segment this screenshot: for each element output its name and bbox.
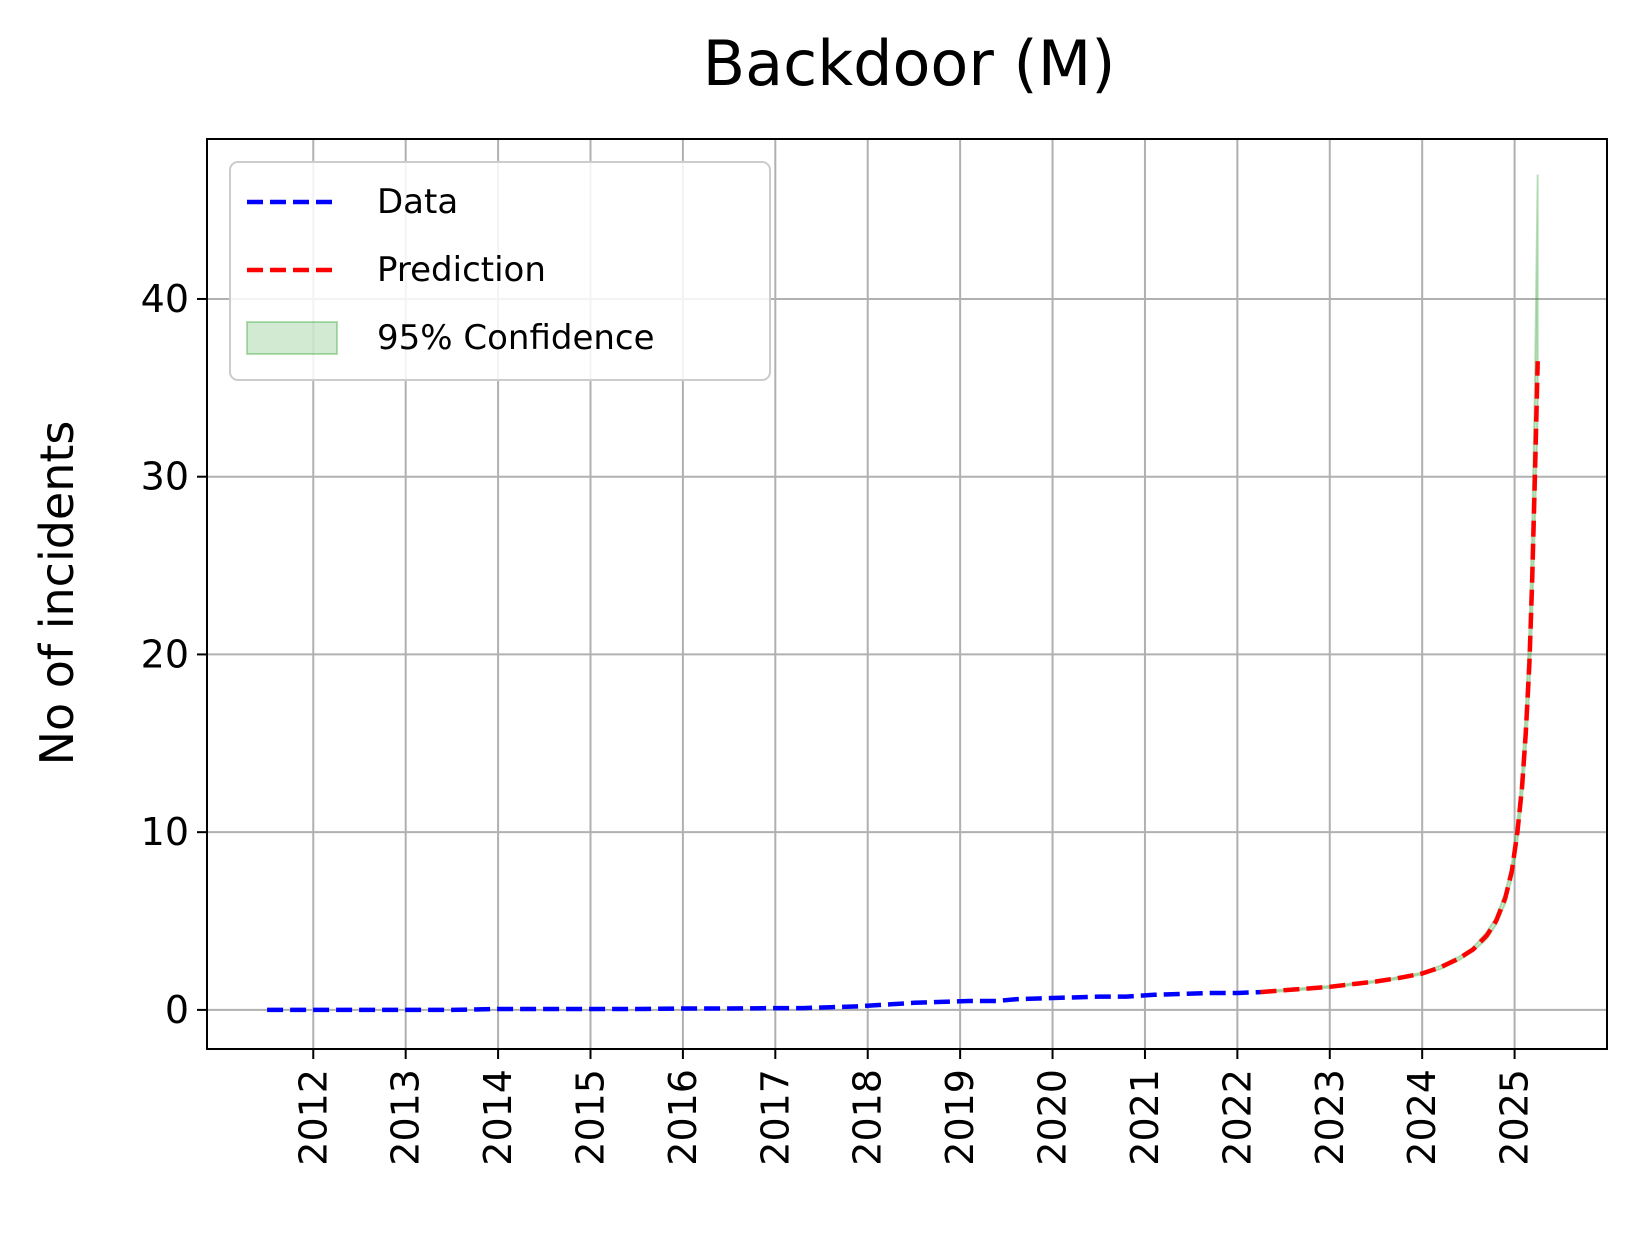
series-lines [267, 361, 1540, 1013]
y-tick-label: 30 [141, 455, 189, 499]
x-tick-label: 2021 [1123, 1069, 1167, 1166]
legend-label: Data [377, 182, 458, 222]
legend-swatch-patch [246, 321, 338, 355]
y-tick-label: 0 [165, 988, 189, 1032]
series-line-data [267, 989, 1261, 1013]
y-axis: 0 10 20 30 40 [141, 277, 207, 1032]
x-tick-label: 2019 [938, 1069, 982, 1166]
y-axis-label: No of incidents [30, 421, 84, 766]
x-tick-label: 2017 [753, 1069, 797, 1166]
x-tick-label: 2024 [1400, 1069, 1444, 1166]
legend: Data Prediction 95% Confidence [229, 161, 771, 381]
x-tick-label: 2014 [476, 1069, 520, 1166]
x-axis: 2012 2013 2014 2015 2016 2017 2018 2019 2020 2021… [291, 1049, 1537, 1166]
series-line-prediction [1260, 361, 1540, 995]
x-tick-label: 2018 [846, 1069, 890, 1166]
legend-label: 95% Confidence [377, 318, 655, 358]
legend-box [229, 161, 771, 381]
y-tick-label: 10 [141, 810, 189, 854]
x-tick-label: 2023 [1308, 1069, 1352, 1166]
chart-title: Backdoor (M) [703, 27, 1116, 100]
x-tick-label: 2015 [569, 1069, 613, 1166]
x-tick-label: 2012 [291, 1069, 335, 1166]
y-tick-label: 20 [141, 632, 189, 676]
x-tick-label: 2020 [1031, 1069, 1075, 1166]
x-tick-label: 2013 [384, 1069, 428, 1166]
legend-label: Prediction [377, 250, 546, 290]
plot-frame [206, 138, 1608, 1050]
x-tick-label: 2025 [1493, 1069, 1537, 1166]
x-tick-label: 2016 [661, 1069, 705, 1166]
x-tick-label: 2022 [1215, 1069, 1259, 1166]
y-tick-label: 40 [141, 277, 189, 321]
